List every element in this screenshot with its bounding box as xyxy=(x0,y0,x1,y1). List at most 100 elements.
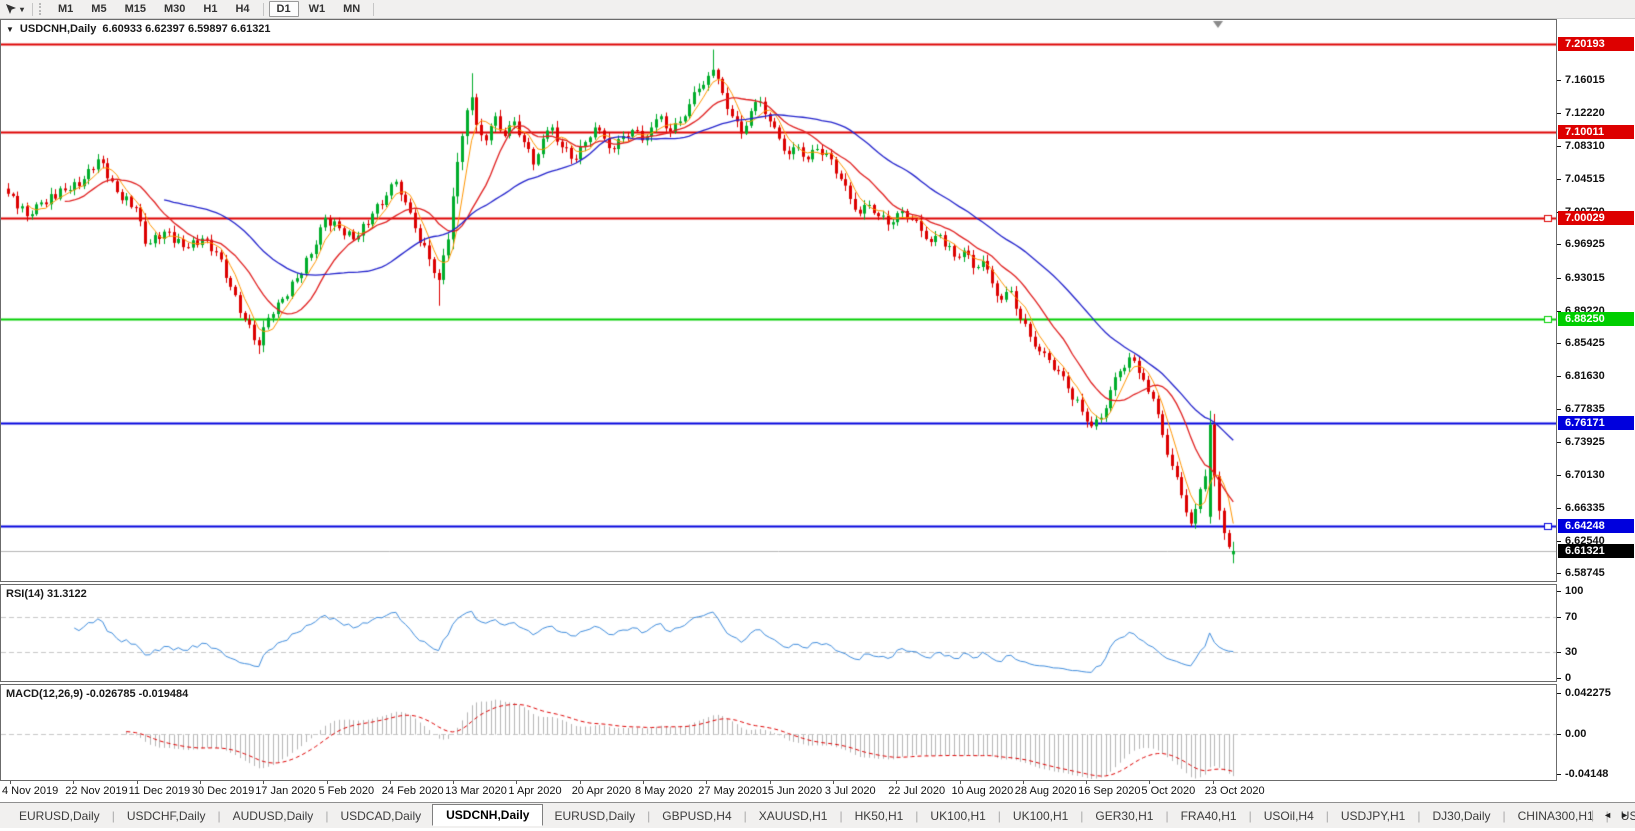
price-axis-tick-mark xyxy=(1557,146,1561,147)
timeframe-button-m15[interactable]: M15 xyxy=(124,3,146,15)
date-axis-tick-mark xyxy=(770,781,771,784)
rsi-axis-tick-mark xyxy=(1557,678,1561,679)
rsi-axis-tick-label: 70 xyxy=(1565,611,1578,624)
timeframe-button-m1[interactable]: M1 xyxy=(58,3,74,15)
chart-tab-dj30-daily[interactable]: DJ30,Daily xyxy=(1432,808,1491,823)
timeframe-button-mn[interactable]: MN xyxy=(343,3,361,15)
price-axis-tick-label: 7.12220 xyxy=(1565,106,1605,119)
price-axis-tick-mark xyxy=(1557,179,1561,180)
macd-pane[interactable]: MACD(12,26,9) -0.026785 -0.019484 xyxy=(0,684,1557,781)
timeframe-button-h1[interactable]: H1 xyxy=(203,3,218,15)
price-axis-tick-label: 6.73925 xyxy=(1565,436,1605,449)
chart-tab-usoil-h1[interactable]: USOil,H1 xyxy=(1620,808,1635,823)
rsi-axis-tick-label: 0 xyxy=(1565,672,1572,684)
price-axis-tick-mark xyxy=(1557,311,1561,312)
cursor-tool-icon[interactable] xyxy=(0,3,20,15)
chart-tab-usdjpy-h1[interactable]: USDJPY,H1 xyxy=(1340,808,1406,823)
date-axis-label: 3 Jul 2020 xyxy=(824,785,876,797)
chart-tab-hk50-h1[interactable]: HK50,H1 xyxy=(854,808,904,823)
date-axis-tick-mark xyxy=(1023,781,1024,784)
tab-separator: | xyxy=(743,808,747,823)
rsi-axis-tick-mark xyxy=(1557,591,1561,592)
rsi-axis[interactable]: 100 70 30 0 xyxy=(1557,584,1635,684)
date-axis-label: 13 Mar 2020 xyxy=(445,785,507,797)
toolbar-separator xyxy=(262,2,264,16)
tab-separator: | xyxy=(1417,808,1421,823)
chart-tab-eurusd-daily[interactable]: EURUSD,Daily xyxy=(554,808,636,823)
chart-tab-usdcnh-daily[interactable]: USDCNH,Daily xyxy=(432,803,544,826)
rsi-chart-canvas[interactable] xyxy=(1,585,1556,681)
chart-tab-xauusd-h1[interactable]: XAUUSD,H1 xyxy=(758,808,828,823)
chart-tab-uk100-h1[interactable]: UK100,H1 xyxy=(930,808,986,823)
cursor-tool-dropdown-caret[interactable]: ▾ xyxy=(20,4,25,14)
date-axis-label: 23 Oct 2020 xyxy=(1204,785,1265,797)
macd-label: MACD(12,26,9) -0.026785 -0.019484 xyxy=(6,688,189,700)
chart-tab-uk100-h1[interactable]: UK100,H1 xyxy=(1012,808,1069,823)
price-axis-tick-mark xyxy=(1557,573,1561,574)
price-axis-tick-mark xyxy=(1557,541,1561,542)
date-axis-label: 11 Dec 2019 xyxy=(128,785,191,797)
date-axis-label: 17 Jan 2020 xyxy=(255,785,316,797)
date-axis-label: 5 Oct 2020 xyxy=(1141,785,1196,797)
timeframe-button-h4[interactable]: H4 xyxy=(235,3,250,15)
chart-tab-fra40-h1[interactable]: FRA40,H1 xyxy=(1180,808,1237,823)
tab-scroll-left-icon[interactable]: ◄ xyxy=(1603,810,1613,820)
toolbar-grip-handle[interactable] xyxy=(39,3,44,15)
chart-header: ▼ USDCNH,Daily 6.60933 6.62397 6.59897 6… xyxy=(6,23,271,35)
date-axis-tick-mark xyxy=(706,781,707,784)
date-axis-tick-mark xyxy=(1086,781,1087,784)
rsi-pane[interactable]: RSI(14) 31.3122 xyxy=(0,584,1557,682)
tab-separator: | xyxy=(217,808,221,823)
timeframe-button-d1[interactable]: D1 xyxy=(268,1,299,17)
chart-tabs: EURUSD,Daily | USDCHF,Daily | AUDUSD,Daily | U… xyxy=(0,803,1635,826)
macd-axis[interactable]: 0.042275 0.00 -0.04148 xyxy=(1557,684,1635,781)
price-axis-badge: 7.20193 xyxy=(1558,37,1634,51)
timeframe-button-m30[interactable]: M30 xyxy=(163,3,186,15)
date-axis-tick-mark xyxy=(73,781,74,784)
price-axis-badge: 7.10011 xyxy=(1558,124,1634,139)
chart-tab-audusd-daily[interactable]: AUDUSD,Daily xyxy=(232,808,314,823)
date-axis-label: 5 Feb 2020 xyxy=(318,785,375,797)
chart-tab-eurusd-daily[interactable]: EURUSD,Daily xyxy=(19,808,100,823)
macd-axis-tick-mark xyxy=(1557,693,1561,694)
price-axis-badge: 6.64248 xyxy=(1558,518,1634,533)
tab-scroll-right-icon[interactable]: ► xyxy=(1620,810,1629,820)
price-axis-tick-label: 6.66335 xyxy=(1565,501,1605,514)
date-axis-tick-mark xyxy=(960,781,961,784)
price-axis[interactable]: 7.160157.122207.083107.045157.007206.969… xyxy=(1557,19,1635,582)
chart-tab-usoil-h4[interactable]: USOil,H4 xyxy=(1263,808,1314,823)
chart-tab-china300-h1[interactable]: CHINA300,H1 xyxy=(1517,808,1594,823)
timeframe-button-m5[interactable]: M5 xyxy=(91,3,107,15)
date-axis[interactable]: 4 Nov 2019 22 Nov 2019 11 Dec 2019 30 Dec 2… xyxy=(0,781,1635,801)
timeframe-group: M1 M5 M15 M30 H1 H4 xyxy=(49,1,259,17)
date-axis-tick-mark xyxy=(327,781,328,784)
date-axis-tick-mark xyxy=(263,781,264,784)
chart-collapse-icon[interactable]: ▼ xyxy=(6,24,14,34)
chart-tab-usdcad-daily[interactable]: USDCAD,Daily xyxy=(340,808,422,823)
candlestick-chart-canvas[interactable] xyxy=(1,20,1556,581)
chart-symbol-label: USDCNH,Daily xyxy=(19,23,97,35)
date-axis-tick-mark xyxy=(516,781,517,784)
chart-tab-gbpusd-h4[interactable]: GBPUSD,H4 xyxy=(662,808,732,823)
date-axis-tick-mark xyxy=(200,781,201,784)
date-axis-tick-mark xyxy=(10,781,11,784)
macd-chart-canvas[interactable] xyxy=(1,685,1556,780)
date-axis-tick-mark xyxy=(643,781,644,784)
tab-separator: | xyxy=(325,808,329,823)
chart-tab-ger30-h1[interactable]: GER30,H1 xyxy=(1095,808,1154,823)
date-axis-tick-mark xyxy=(896,781,897,784)
price-axis-tick-label: 7.08310 xyxy=(1565,140,1605,153)
price-axis-tick-label: 6.85425 xyxy=(1565,337,1605,350)
main-chart-pane[interactable]: ▼ USDCNH,Daily 6.60933 6.62397 6.59897 6… xyxy=(0,19,1557,582)
tab-separator: | xyxy=(839,808,843,823)
date-axis-label: 8 May 2020 xyxy=(635,785,693,797)
price-axis-tick-label: 6.93015 xyxy=(1565,272,1605,285)
price-axis-tick-label: 6.81630 xyxy=(1565,370,1605,383)
tab-separator: | xyxy=(1605,808,1609,823)
chart-tab-usdchf-daily[interactable]: USDCHF,Daily xyxy=(126,808,206,823)
date-axis-label: 16 Sep 2020 xyxy=(1078,785,1141,797)
timeframe-button-w1[interactable]: W1 xyxy=(308,3,326,15)
price-axis-tick-mark xyxy=(1557,244,1561,245)
macd-axis-tick-mark xyxy=(1557,734,1561,735)
